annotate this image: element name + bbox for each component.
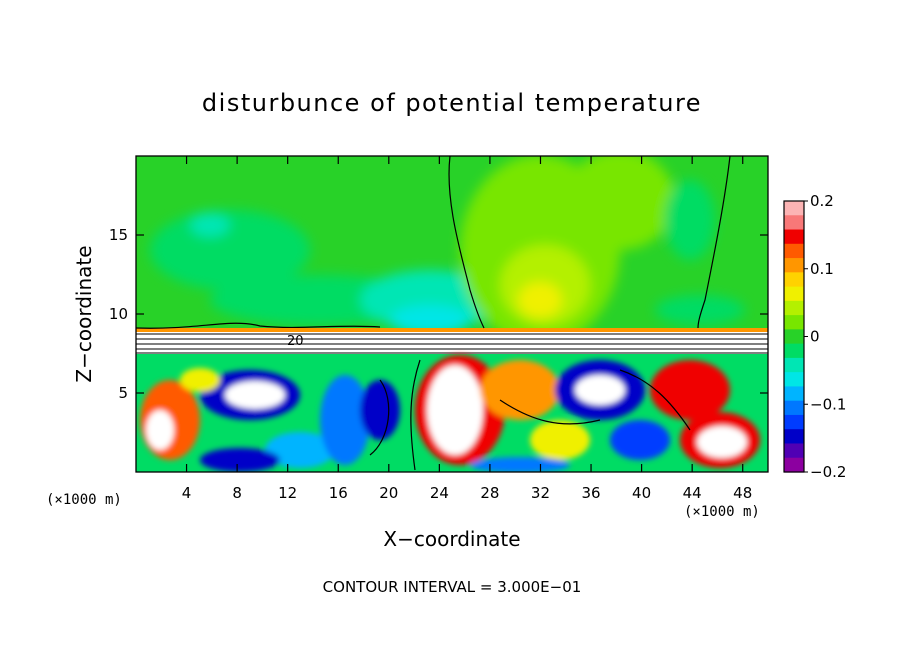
x-tick-label: 24 [430,484,449,502]
y-axis-label: Z−coordinate [72,245,96,382]
y-axis: 5 10 15 [109,226,768,402]
colorbar-swatch [784,201,804,216]
colorbar-swatch [784,357,804,373]
colorbar-tick-label: 0.1 [810,260,834,278]
y-tick-label: 5 [118,384,128,402]
colorbar-swatch [784,286,804,302]
x-tick-label: 40 [632,484,651,502]
colorbar-tick-label: 0 [810,328,820,346]
colorbar-swatch [784,429,804,445]
colorbar-swatch [784,414,804,430]
colorbar-swatch [784,229,804,245]
colorbar-swatch [784,343,804,359]
x-unit-label-left: (×1000 m) [46,492,122,508]
contour-lines [136,156,731,471]
x-tick-label: 4 [182,484,192,502]
colorbar-swatch [784,258,804,273]
colorbar-tick-label: −0.1 [810,395,846,413]
x-tick-label: 36 [581,484,600,502]
colorbar-tick-label: −0.2 [810,463,846,481]
colorbar-swatch [784,386,804,402]
colorbar-swatch [784,372,804,388]
x-unit-label-right: (×1000 m) [684,504,760,520]
colorbar-tick-label: 0.2 [810,192,834,210]
x-tick-label: 16 [329,484,348,502]
colorbar-swatch [784,443,804,459]
x-tick-label: 48 [733,484,752,502]
contour-label: 20 [287,334,304,349]
x-tick-label: 8 [232,484,242,502]
x-tick-label: 28 [480,484,499,502]
x-axis-label: X−coordinate [383,527,520,551]
colorbar-swatch [784,272,804,288]
colorbar-swatch [784,215,804,231]
colorbar-swatch [784,300,804,316]
plot-area: 20 [136,156,768,472]
inversion-band [136,328,768,332]
colorbar-swatch [784,400,804,416]
colorbar-swatch [784,329,804,345]
x-tick-label: 12 [278,484,297,502]
chart-title: disturbunce of potential temperature [202,89,702,117]
colorbar-swatch [784,457,804,473]
x-axis: 4 8 12 16 20 24 28 32 36 40 44 48 [182,156,752,502]
x-tick-label: 32 [531,484,550,502]
y-tick-label: 15 [109,226,128,244]
contour-interval-label: CONTOUR INTERVAL = 3.000E−01 [323,578,582,596]
y-tick-label: 10 [109,305,128,323]
x-tick-label: 44 [683,484,702,502]
x-tick-label: 20 [379,484,398,502]
colorbar-swatch [784,243,804,259]
colorbar-swatch [784,315,804,330]
colorbar: 0.2 0.1 0 −0.1 −0.2 [783,192,846,481]
